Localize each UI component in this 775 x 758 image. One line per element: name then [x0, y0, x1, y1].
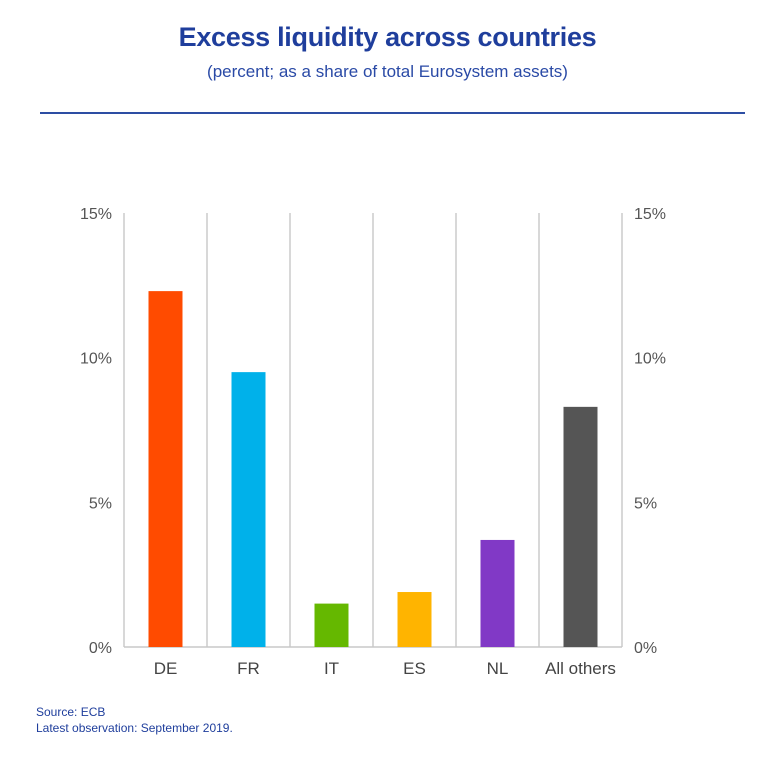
bar-de	[148, 291, 183, 647]
y-tick-left: 15%	[80, 206, 112, 223]
grid-lines	[123, 213, 623, 648]
category-label: ES	[403, 659, 426, 678]
category-label: NL	[487, 659, 509, 678]
y-tick-left: 5%	[89, 495, 112, 512]
y-tick-left: 10%	[80, 351, 112, 368]
category-label: DE	[154, 659, 178, 678]
category-label: FR	[237, 659, 260, 678]
bar-chart: 0% 5% 10% 15% 0% 5% 10% 15% DE FR IT ES NL All othe…	[80, 206, 666, 678]
y-tick-right: 15%	[634, 206, 666, 223]
category-labels: DE FR IT ES NL All others	[154, 659, 616, 678]
y-tick-right: 0%	[634, 640, 657, 657]
bar-nl	[480, 539, 515, 647]
y-tick-right: 10%	[634, 351, 666, 368]
category-label: All others	[545, 659, 616, 678]
y-tick-left: 0%	[89, 640, 112, 657]
latest-observation-note: Latest observation: September 2019.	[36, 721, 233, 735]
y-tick-right: 5%	[634, 495, 657, 512]
bar-fr	[231, 372, 266, 647]
chart-title: Excess liquidity across countries	[178, 22, 597, 52]
bars	[148, 291, 598, 647]
bar-all-others	[563, 406, 598, 647]
left-axis-ticks: 0% 5% 10% 15%	[80, 206, 112, 657]
chart-subtitle: (percent; as a share of total Eurosystem…	[207, 62, 568, 81]
right-axis-ticks: 0% 5% 10% 15%	[634, 206, 666, 657]
title-divider	[40, 112, 745, 114]
bar-es	[397, 592, 432, 647]
source-note: Source: ECB	[36, 705, 106, 719]
category-label: IT	[324, 659, 339, 678]
bar-it	[314, 603, 349, 647]
